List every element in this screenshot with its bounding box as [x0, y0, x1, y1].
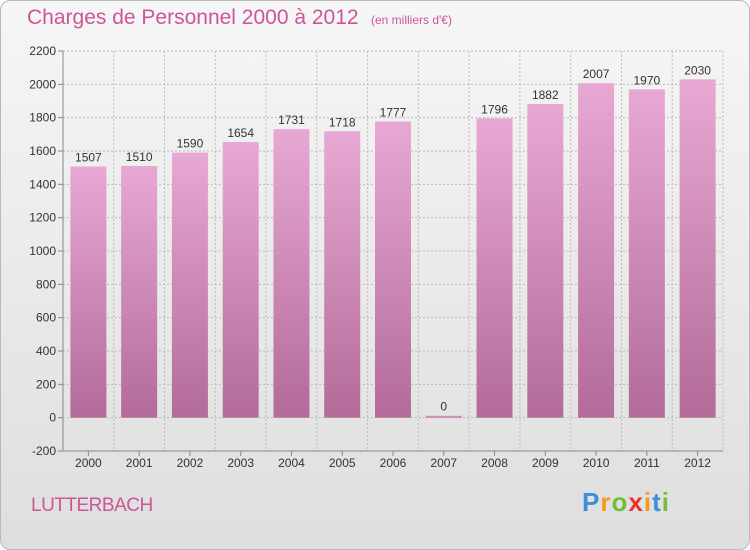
bar — [273, 129, 310, 418]
unit-note: (en milliers d'€) — [371, 13, 452, 27]
bar — [628, 89, 665, 418]
y-tick-label: 1600 — [29, 144, 56, 158]
bar — [679, 79, 716, 418]
y-tick-label: 1000 — [29, 244, 56, 258]
x-tick-label: 2010 — [583, 456, 610, 470]
data-label: 1654 — [227, 126, 254, 140]
y-tick-label: 600 — [36, 311, 56, 325]
bar — [70, 166, 107, 418]
bar — [375, 121, 411, 418]
x-tick-label: 2003 — [227, 456, 254, 470]
y-tick-label: 0 — [49, 411, 56, 425]
data-label: 1970 — [633, 73, 660, 87]
bar — [121, 166, 158, 418]
x-tick-label: 2008 — [481, 456, 508, 470]
bar — [222, 142, 259, 418]
y-tick-label: 800 — [36, 277, 56, 291]
logo-letter: t — [652, 487, 662, 517]
x-tick-label: 2000 — [75, 456, 102, 470]
logo-letter: i — [661, 487, 670, 517]
x-tick-label: 2007 — [430, 456, 457, 470]
y-tick-label: 1400 — [29, 177, 56, 191]
bar — [578, 83, 615, 418]
data-label: 1777 — [380, 106, 407, 120]
data-label: 1718 — [329, 115, 356, 129]
bar — [425, 415, 462, 418]
y-tick-label: -200 — [32, 444, 56, 458]
bar — [476, 118, 513, 418]
x-tick-label: 2004 — [278, 456, 305, 470]
proxiti-logo[interactable]: Proxiti — [582, 487, 670, 518]
y-tick-label: 2000 — [29, 77, 56, 91]
data-label: 1510 — [126, 150, 153, 164]
logo-letter: i — [643, 487, 653, 517]
bars: 1507 1510 1590 1654 1731 1718 1777 0 1796 1882 200… — [70, 63, 716, 418]
bar — [527, 104, 564, 418]
y-tick-label: 200 — [36, 377, 56, 391]
data-label: 1796 — [481, 102, 508, 116]
y-tick-label: 2200 — [29, 44, 56, 58]
data-label: 0 — [440, 400, 447, 414]
data-label: 2007 — [583, 67, 610, 81]
data-label: 1590 — [177, 137, 204, 151]
x-tick-label: 2009 — [532, 456, 559, 470]
logo-letter: r — [600, 487, 612, 517]
data-label: 1882 — [532, 88, 559, 102]
axes: -200 0 200 400 600 800 1000 1200 1400 1600 1800 200… — [29, 44, 723, 470]
y-tick-label: 1800 — [29, 111, 56, 125]
city-label: LUTTERBACH — [31, 495, 153, 516]
x-tick-label: 2001 — [126, 456, 153, 470]
x-tick-label: 2006 — [380, 456, 407, 470]
y-tick-label: 400 — [36, 344, 56, 358]
logo-letter: x — [628, 487, 644, 517]
chart-title: Charges de Personnel 2000 à 2012 — [27, 6, 359, 29]
bar — [171, 152, 208, 418]
data-label: 1507 — [75, 151, 102, 165]
logo-letter: o — [611, 487, 629, 517]
bar — [324, 131, 361, 418]
x-tick-label: 2012 — [684, 456, 711, 470]
x-tick-label: 2011 — [634, 456, 660, 470]
data-label: 2030 — [684, 63, 711, 77]
x-tick-label: 2002 — [177, 456, 204, 470]
logo-letter: P — [582, 487, 601, 517]
data-label: 1731 — [278, 113, 305, 127]
x-tick-label: 2005 — [329, 456, 356, 470]
y-tick-label: 1200 — [29, 211, 56, 225]
